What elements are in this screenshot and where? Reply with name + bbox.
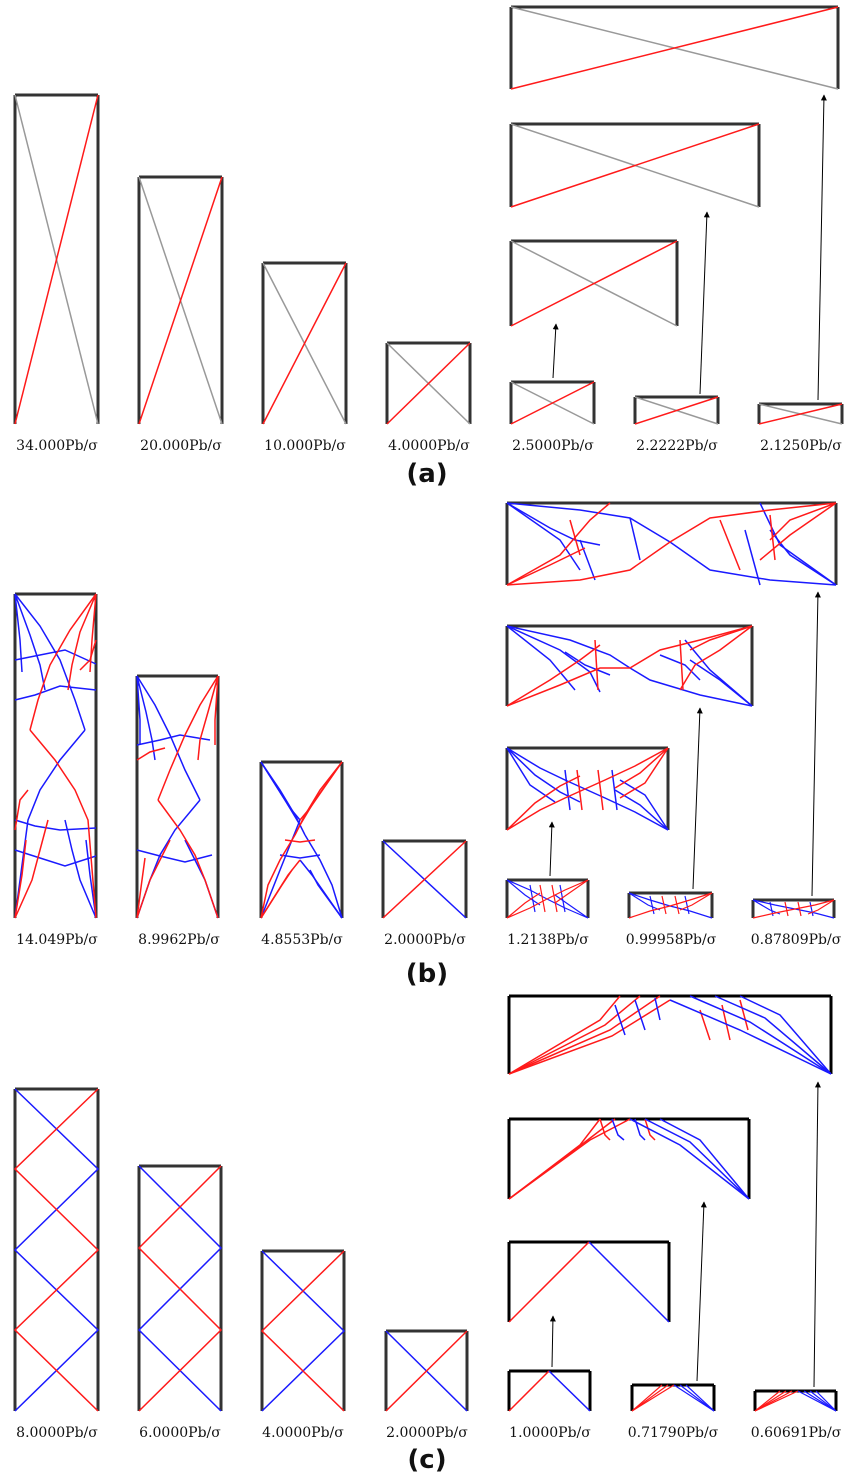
structure-a6 (633, 395, 720, 425)
enlarged-c5 (507, 1240, 671, 1323)
arrow-a5 (552, 323, 559, 379)
structure-a2 (137, 175, 224, 425)
structure-a5 (509, 380, 596, 425)
value-a1: 34.000Pb/σ (16, 438, 98, 454)
value-c3: 4.0000Pb/σ (262, 1425, 344, 1441)
structure-b4 (381, 839, 468, 919)
enlarged-a6 (509, 122, 761, 208)
value-c2: 6.0000Pb/σ (139, 1425, 221, 1441)
panel-label-a: (a) (406, 459, 447, 489)
value-c5: 1.0000Pb/σ (509, 1425, 591, 1441)
structure-c6 (630, 1383, 716, 1412)
value-a5: 2.5000Pb/σ (512, 438, 594, 454)
structure-a4 (385, 341, 472, 425)
value-b3: 4.8553Pb/σ (261, 932, 343, 948)
structure-a1 (13, 93, 100, 425)
structure-c7 (753, 1389, 838, 1412)
panel-b: 14.049Pb/σ 8.9962Pb/σ 4.8553Pb/σ 2.0000P… (13, 501, 842, 989)
structure-a7 (757, 402, 844, 425)
value-c7: 0.60691Pb/σ (751, 1425, 842, 1441)
value-b1: 14.049Pb/σ (16, 932, 98, 948)
arrow-c6 (696, 1201, 707, 1382)
structure-c1 (13, 1087, 100, 1412)
arrow-c7 (813, 1081, 821, 1388)
structure-b5 (505, 878, 590, 919)
enlarged-b6 (505, 624, 754, 707)
value-b6: 0.99958Pb/σ (626, 932, 717, 948)
value-a6: 2.2222Pb/σ (636, 438, 718, 454)
enlarged-c6 (507, 1117, 751, 1200)
value-b2: 8.9962Pb/σ (138, 932, 220, 948)
structure-b6 (627, 891, 714, 919)
structure-c2 (137, 1164, 223, 1412)
arrow-b7 (811, 591, 821, 897)
structure-c4 (384, 1329, 469, 1412)
structure-a3 (261, 261, 348, 425)
structure-b7 (751, 898, 836, 919)
structure-b3 (259, 760, 344, 919)
enlarged-b5 (505, 746, 670, 831)
value-b4: 2.0000Pb/σ (384, 932, 466, 948)
enlarged-c7 (507, 994, 833, 1075)
structure-b1 (13, 592, 98, 919)
value-b5: 1.2138Pb/σ (507, 932, 589, 948)
value-c1: 8.0000Pb/σ (16, 1425, 98, 1441)
value-a2: 20.000Pb/σ (140, 438, 222, 454)
arrow-a6 (699, 211, 710, 395)
panel-a: 34.000Pb/σ 20.000Pb/σ 10.000Pb/σ 4.0000P… (13, 5, 844, 489)
enlarged-b7 (505, 501, 838, 586)
arrow-a7 (817, 94, 827, 401)
panel-c: 8.0000Pb/σ 6.0000Pb/σ 4.0000Pb/σ 2.0000P… (13, 994, 842, 1475)
arrow-b5 (548, 821, 555, 877)
arrow-b6 (692, 707, 703, 890)
enlarged-a5 (509, 239, 679, 327)
structure-b2 (135, 674, 220, 919)
value-a4: 4.0000Pb/σ (388, 438, 470, 454)
enlarged-a7 (509, 5, 840, 90)
structure-c5 (507, 1369, 592, 1412)
value-c4: 2.0000Pb/σ (386, 1425, 468, 1441)
value-c6: 0.71790Pb/σ (628, 1425, 719, 1441)
value-a3: 10.000Pb/σ (264, 438, 346, 454)
value-b7: 0.87809Pb/σ (751, 932, 842, 948)
panel-label-c: (c) (407, 1445, 446, 1475)
value-a7: 2.1250Pb/σ (760, 438, 842, 454)
arrow-c5 (549, 1315, 556, 1368)
structure-c3 (260, 1249, 346, 1412)
panel-label-b: (b) (406, 959, 448, 989)
